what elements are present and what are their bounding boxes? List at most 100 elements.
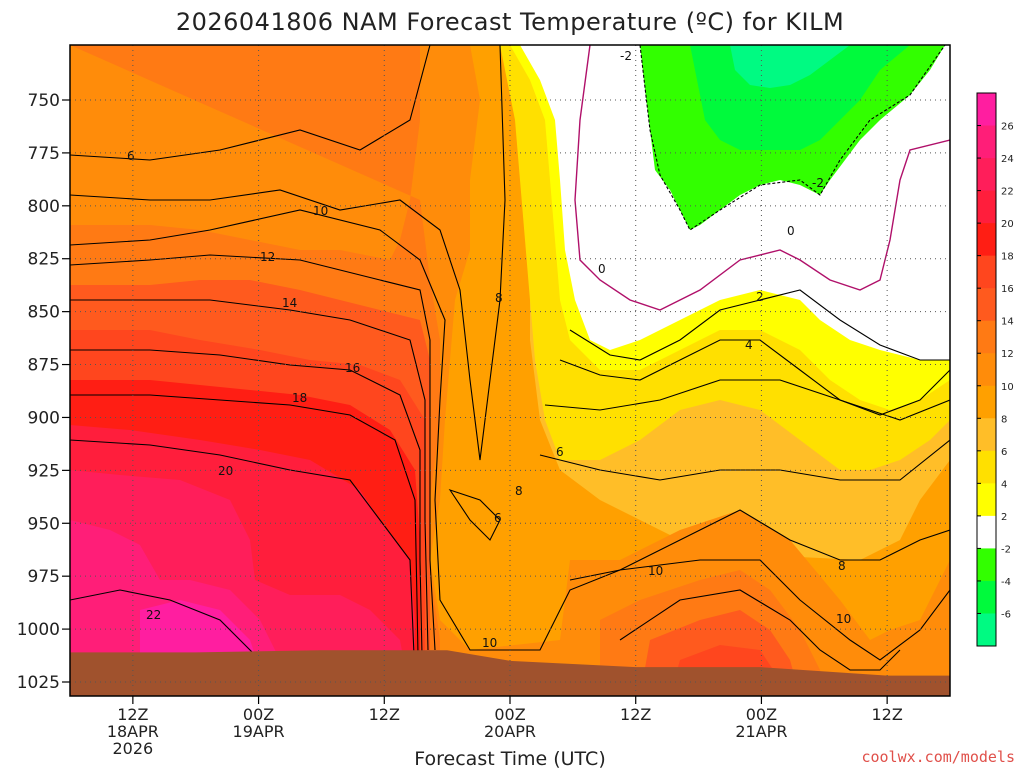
contour-warm-10b [619,589,901,671]
colorbar-swatch [977,418,996,452]
y-tick-label: 975 [28,567,60,587]
colorbar-tick-label: 18 [1001,252,1014,263]
colorbar: 26 24 22 20 18 16 14 12 10 8 6 4 2 -2 -4 -6 [976,92,1014,647]
y-tick-label: 900 [28,408,60,428]
x-tick-label: 00Z [243,705,274,724]
colorbar-tick-label: 14 [1001,317,1014,328]
colorbar-tick-label: 24 [1001,154,1014,165]
contour-4 [559,339,950,416]
colorbar-swatch [977,385,996,419]
contour-label: -2 [620,49,632,63]
x-tick-label: 2026 [112,739,153,758]
y-tick-label: 1000 [17,620,60,640]
contour-label: 18 [292,391,307,405]
contour-label: 6 [556,445,564,459]
contour-20 [70,439,415,656]
colorbar-tick-label: 26 [1001,122,1014,133]
y-tick-label: 750 [28,91,60,111]
contour-2 [569,289,950,361]
contour-lines-neg [639,45,946,231]
x-tick-label: 12Z [871,705,902,724]
y-tick-label: 850 [28,303,60,323]
colorbar-swatch [977,288,996,322]
x-tick-label: 00Z [746,705,777,724]
x-tick-label: 18APR [107,722,159,741]
colorbar-swatch [977,158,996,192]
contour-6b [448,488,501,541]
colorbar-swatch [977,580,996,614]
colorbar-tick-label: 16 [1001,284,1014,295]
band-minus8-minus6 [730,45,850,88]
contour-label: 14 [282,296,297,310]
colorbar-swatch [977,450,996,484]
y-tick-label: 800 [28,197,60,217]
y-tick-label: 1025 [17,673,60,693]
contour-label: 8 [495,291,503,305]
contour-18 [70,394,419,656]
colorbar-swatch [977,125,996,159]
credit-text: coolwx.com/models [861,748,1015,766]
contour-warm-6 [544,379,950,421]
contour-label: 4 [745,338,753,352]
contour-6 [70,45,431,161]
colorbar-swatch [977,548,996,582]
contour-label: 12 [260,250,275,264]
colorbar-tick-label: -2 [1001,544,1011,555]
contour-10 [70,209,950,661]
contour-label: 0 [598,262,606,276]
colorbar-swatch [977,613,996,647]
colorbar-tick-label: 10 [1001,382,1014,393]
x-axis-label: Forecast Time (UTC) [414,748,605,768]
chart-title: 2026041806 NAM Forecast Temperature (ºC)… [176,8,844,36]
contour-minus2 [639,45,946,231]
colorbar-tick-label: -6 [1001,609,1011,620]
colorbar-tick-label: 4 [1001,479,1007,490]
x-tick-label: 12Z [620,705,651,724]
contour-lines-zero [574,45,950,311]
y-axis: 750 775 800 825 850 875 900 925 950 975 1000 1025 [17,91,70,693]
colorbar-tick-label: 2 [1001,512,1007,523]
contour-warm-10 [569,509,950,581]
contour-lines [70,45,950,671]
x-tick-label: 12Z [369,705,400,724]
contour-14 [70,299,429,651]
x-tick-label: 19APR [233,722,285,741]
contour-0 [574,45,950,311]
contour-label: 10 [836,612,851,626]
colorbar-swatch [977,190,996,224]
y-tick-label: 925 [28,461,60,481]
colorbar-swatch [977,255,996,289]
contour-label: 0 [787,224,795,238]
contour-label: 16 [345,361,360,375]
contour-label: -2 [812,176,824,190]
colorbar-tick-label: 8 [1001,414,1007,425]
y-tick-label: 775 [28,144,60,164]
colorbar-swatch [977,93,996,127]
contour-label: 20 [218,464,233,478]
colorbar-tick-label: 12 [1001,349,1014,360]
y-tick-label: 825 [28,250,60,270]
contour-labels: -2 6 10 12 14 16 18 20 22 8 6 0 0 -2 2 4… [127,49,851,650]
colorbar-frame [976,92,997,647]
x-tick-label: 00Z [494,705,525,724]
contour-12 [70,254,436,651]
contour-8 [70,45,506,461]
colorbar-swatch [977,515,996,549]
x-tick-label: 20APR [484,722,536,741]
ground-below-surface [70,650,950,696]
x-tick-label: 21APR [735,722,787,741]
contour-label: 10 [648,564,663,578]
contour-label: 6 [127,149,135,163]
grid [70,45,950,696]
contour-label: 2 [756,290,764,304]
colorbar-swatch [977,320,996,354]
colorbar-tick-label: 22 [1001,187,1014,198]
contour-label: 8 [838,559,846,573]
y-tick-label: 950 [28,514,60,534]
colorbar-swatch [977,353,996,387]
contour-label: 10 [313,204,328,218]
contour-label: 8 [515,484,523,498]
contour-label: 10 [482,636,497,650]
